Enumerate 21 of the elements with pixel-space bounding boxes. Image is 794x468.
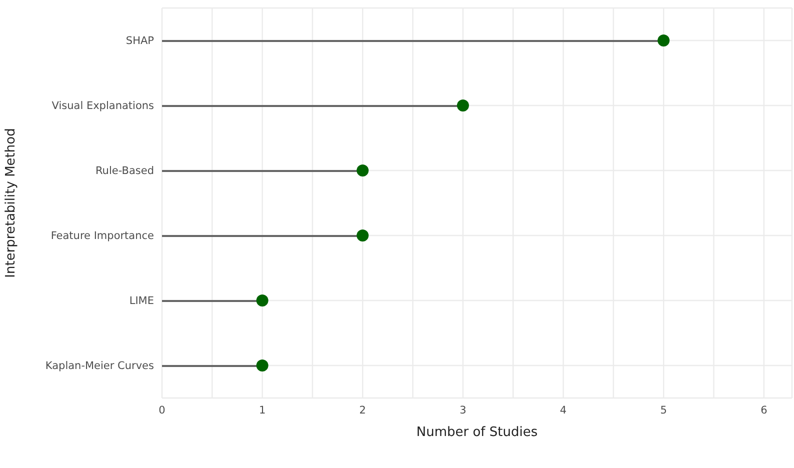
point [256, 360, 268, 372]
point [356, 164, 369, 176]
x-axis-title: Number of Studies [416, 425, 538, 440]
x-tick-label: 3 [460, 404, 466, 416]
x-tick-label: 0 [158, 404, 166, 416]
y-tick-label: Feature Importance [50, 230, 154, 242]
point [456, 100, 469, 112]
y-tick-label: SHAP [126, 35, 154, 48]
y-tick-label: LIME [129, 295, 154, 308]
y-tick-label: Rule-Based [95, 165, 154, 178]
x-tick-label: 2 [359, 404, 366, 416]
point [356, 230, 369, 242]
y-axis-title: Interpretability Method [4, 128, 19, 278]
x-tick-label: 4 [560, 404, 567, 416]
x-tick-label: 1 [258, 404, 266, 416]
y-tick-label: Kaplan-Meier Curves [45, 360, 154, 372]
x-tick-label: 5 [660, 404, 667, 416]
point [256, 294, 268, 306]
x-tick-label: 6 [760, 404, 768, 416]
point [658, 34, 670, 46]
y-tick-label: Visual Explanations [52, 100, 154, 112]
